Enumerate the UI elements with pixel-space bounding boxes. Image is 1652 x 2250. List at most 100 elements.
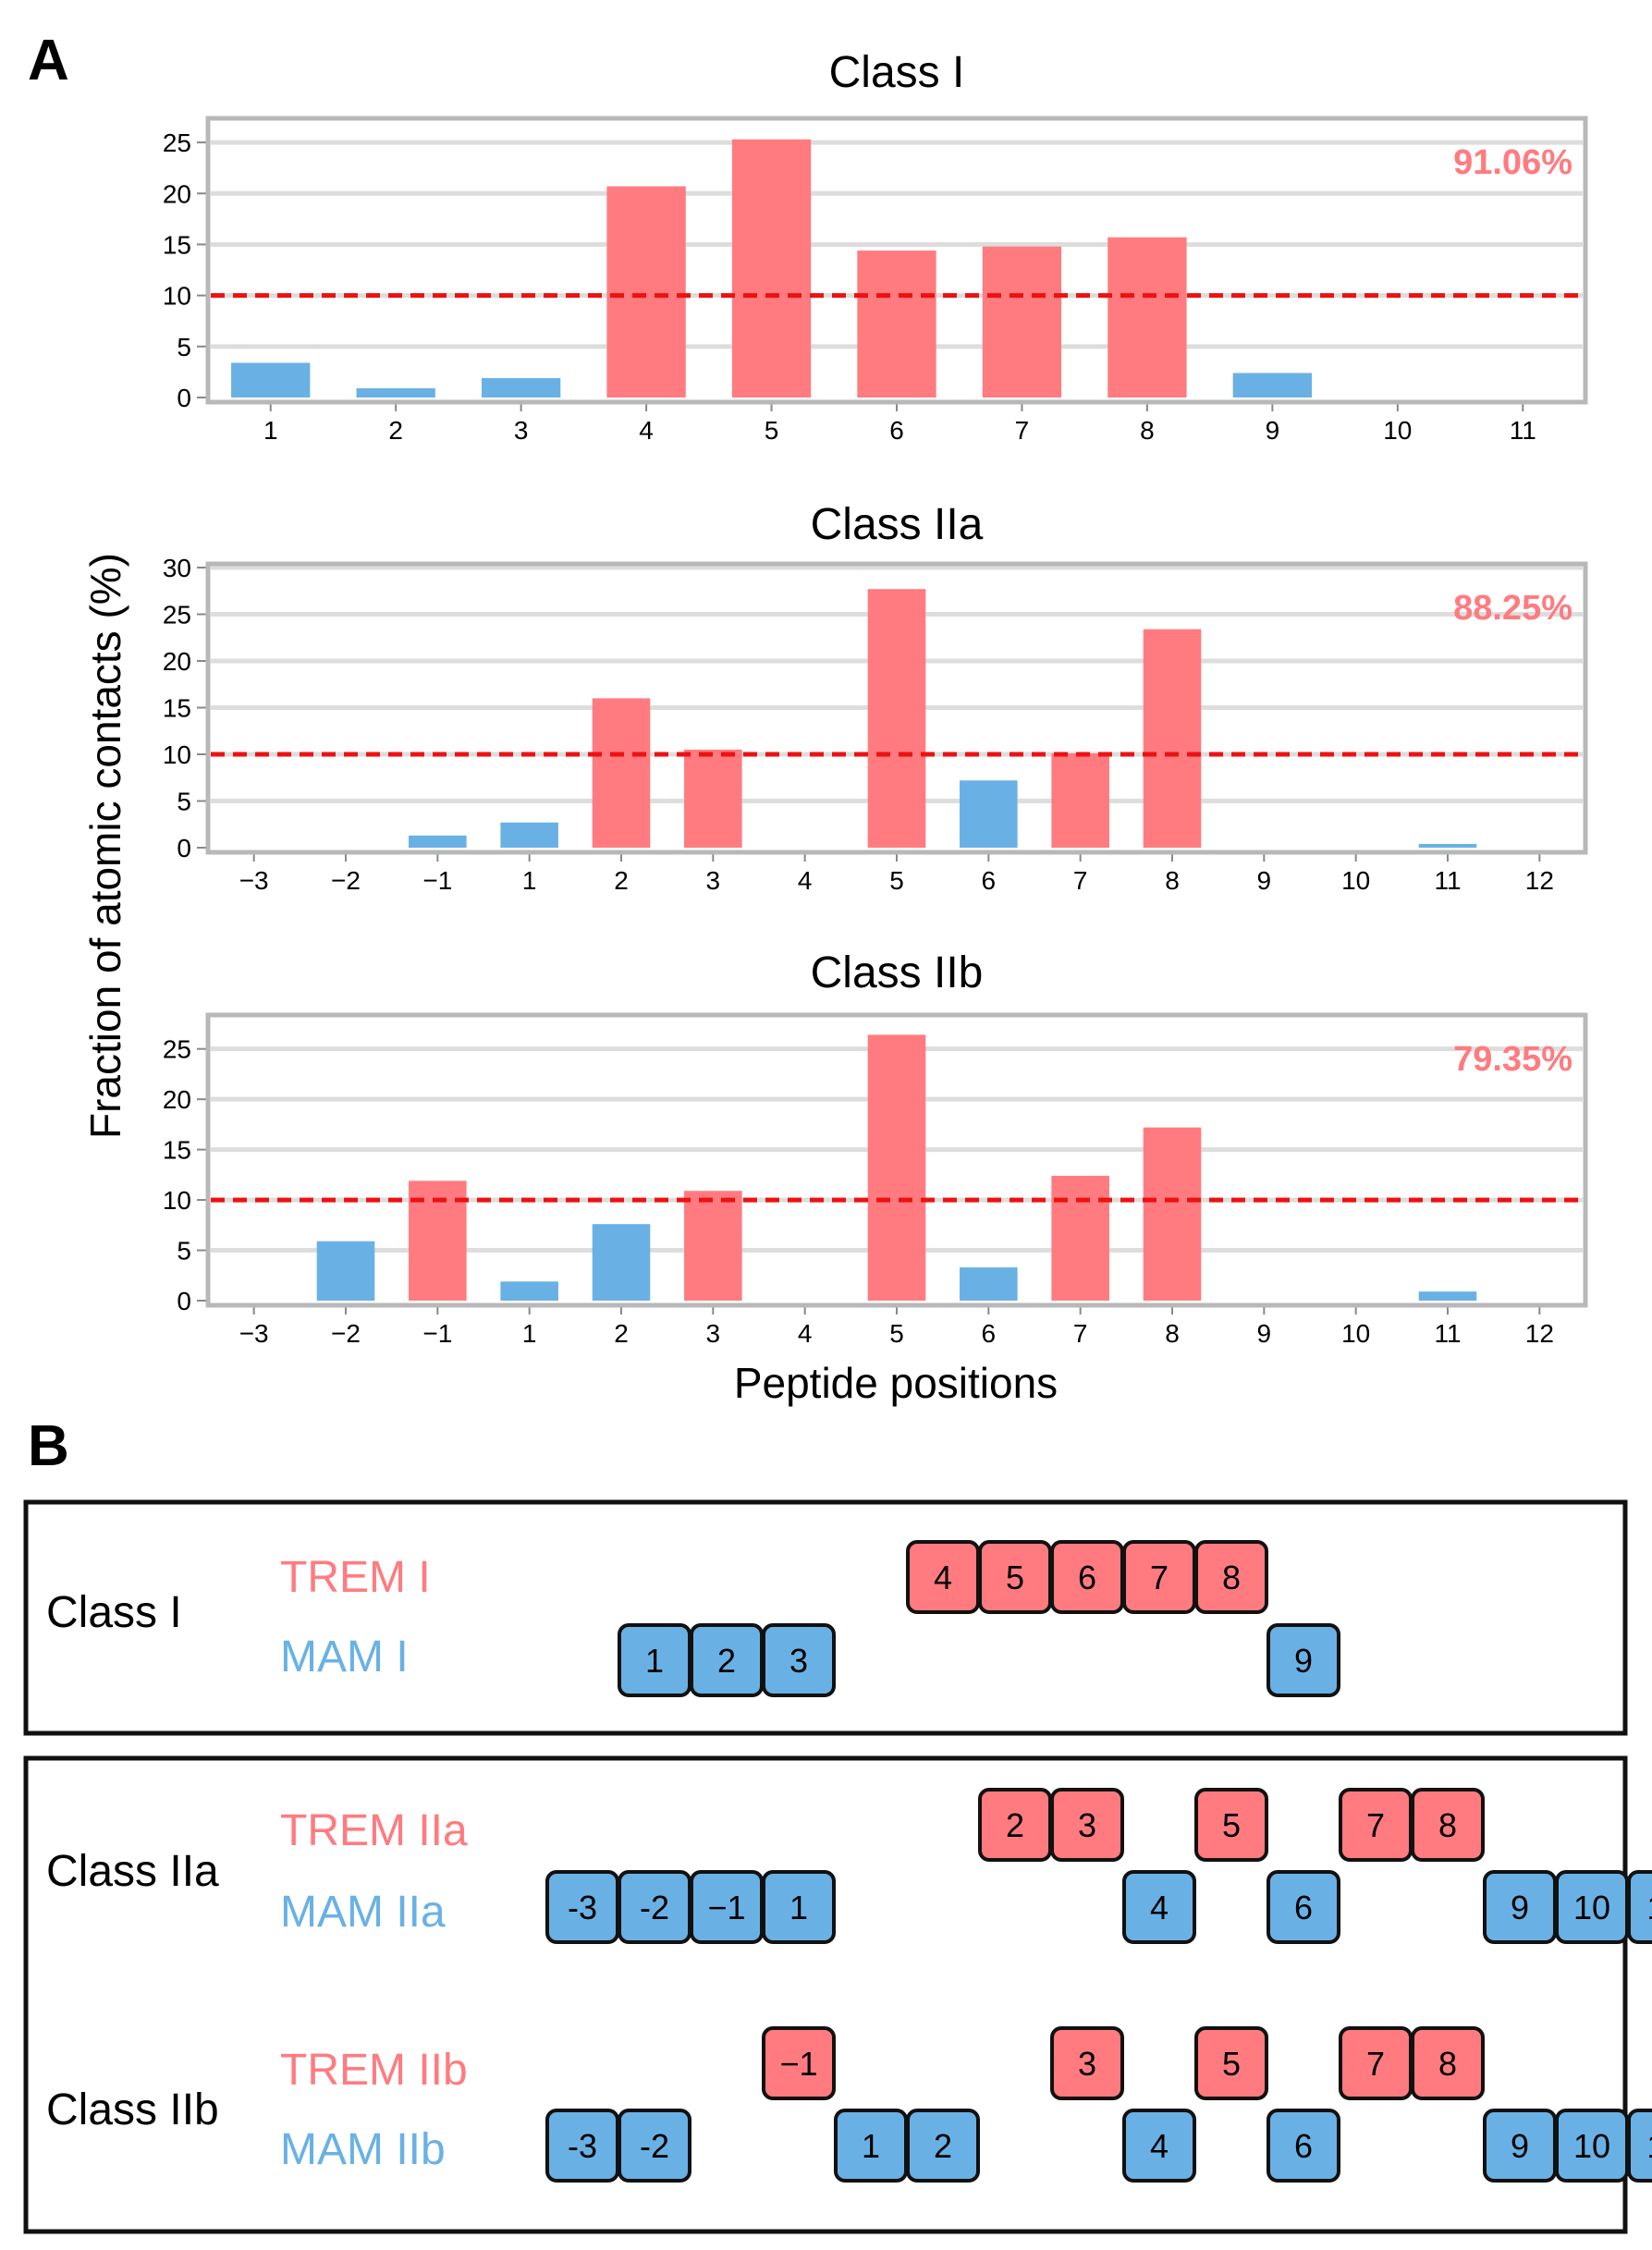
mam-position-box [1267,2109,1340,2183]
total-annotation: 88.25% [1453,589,1572,628]
x-tick-label: 5 [889,1319,904,1348]
x-tick-label: 6 [982,866,997,895]
plot-frame [205,116,1588,405]
mam-position-label: -3 [568,2127,597,2165]
x-axis-label: Peptide positions [734,1359,1058,1407]
y-tick-label: 20 [163,1085,191,1114]
x-tick-label: 9 [1266,416,1280,445]
y-tick-label: 15 [163,1136,191,1165]
trem-position-label: 4 [934,1559,952,1596]
x-tick-label: 10 [1383,416,1412,445]
y-tick-label: 15 [163,230,191,259]
y-tick-label: 10 [163,1186,191,1215]
y-tick-label: 30 [163,554,191,582]
chart-title: Class I [829,48,965,97]
y-axis-label: Fraction of atomic contacts (%) [81,553,129,1139]
mam-label: MAM I [280,1632,409,1681]
chart-title: Class IIa [811,500,984,549]
mam-position-label: 1 [645,1642,664,1680]
x-tick-label: 8 [1140,416,1155,445]
schematic-row-3: Class IIb TREM IIb MAM IIb −1 3 5 7 8 -3 -2 1 2 4 6 9 1… [46,2026,1652,2183]
mam-position-box [762,1870,836,1944]
y-tick-label: 25 [163,601,191,630]
x-tick-label: 4 [639,416,654,445]
panel-label-b: B [28,1414,69,1478]
mam-position-label: 1 [862,2127,880,2165]
mam-position-label: 6 [1294,1889,1313,1926]
trem-position-label: 8 [1438,2045,1457,2083]
x-tick-label: −2 [331,1319,361,1348]
x-tick-label: 3 [706,1319,721,1348]
bar [409,835,467,848]
x-tick-label: 10 [1341,866,1370,895]
x-tick-label: 1 [522,866,537,895]
trem-label: TREM I [280,1553,431,1602]
trem-position-box [1194,1540,1268,1614]
trem-position-label: 8 [1438,1806,1457,1844]
trem-position-label: 2 [1006,1806,1024,1844]
mam-position-box [762,1623,836,1697]
mam-position-box [1267,1623,1340,1697]
mam-position-box [1122,1870,1196,1944]
x-tick-label: −1 [422,866,452,895]
trem-position-label: −1 [779,2045,817,2083]
y-tick-label: 20 [163,179,191,208]
trem-position-label: 5 [1222,2045,1241,2083]
trem-label: TREM IIb [280,2046,468,2095]
trem-position-box [1411,1788,1485,1862]
schematic-row-2: Class IIa TREM IIa MAM IIa 2 3 5 7 8 -3 -2 −1 1 4 6 9 1… [46,1788,1652,1944]
y-tick-label: 0 [177,1287,191,1315]
y-tick-label: 0 [177,384,191,412]
mam-position-label: 1 [789,1889,808,1926]
panel-label-a: A [28,29,69,92]
bar [731,139,812,397]
mam-position-label: 10 [1573,1889,1610,1926]
y-tick-label: 10 [163,740,191,769]
mam-position-label: 11 [1646,2127,1652,2165]
x-tick-label: 1 [522,1319,537,1348]
bar [1143,629,1202,848]
x-tick-label: 5 [765,416,779,445]
schematic-frame-class-ii [23,1755,1628,2234]
mam-position-label: 10 [1573,2127,1610,2165]
mam-position-label: -3 [568,1889,597,1926]
trem-position-label: 5 [1222,1806,1241,1844]
trem-position-label: 7 [1366,1806,1385,1844]
trem-position-label: 3 [1078,2045,1096,2083]
x-tick-label: −2 [331,866,361,895]
y-tick-label: 5 [177,333,191,361]
trem-position-label: 6 [1078,1559,1096,1596]
x-tick-label: 7 [1015,416,1030,445]
bar [481,378,561,397]
y-tick-label: 15 [163,694,191,723]
bar [684,1191,742,1301]
x-tick-label: 6 [982,1319,997,1348]
bar [231,362,311,397]
class-label: Class I [46,1588,182,1637]
bar [1418,1291,1477,1301]
mam-position-label: 9 [1511,2127,1529,2165]
total-annotation: 79.35% [1453,1040,1572,1079]
bar [1232,373,1313,397]
bar [606,186,686,397]
total-annotation: 91.06% [1453,143,1572,182]
x-tick-label: 8 [1165,866,1180,895]
x-tick-label: 11 [1434,1319,1461,1348]
y-tick-label: 20 [163,647,191,676]
x-tick-label: 2 [388,416,403,445]
mam-position-box [1122,2109,1196,2183]
bar [356,388,435,397]
bar [684,749,742,848]
mam-position-label: 11 [1646,1889,1652,1926]
mam-position-box [1267,1870,1340,1944]
bar [960,1267,1018,1301]
mam-position-label: 2 [934,2127,952,2165]
bar [500,1281,558,1301]
trem-position-box [1050,2026,1124,2100]
trem-position-label: 7 [1366,2045,1385,2083]
x-tick-label: 12 [1525,1319,1554,1348]
mam-position-box [1627,1870,1652,1944]
